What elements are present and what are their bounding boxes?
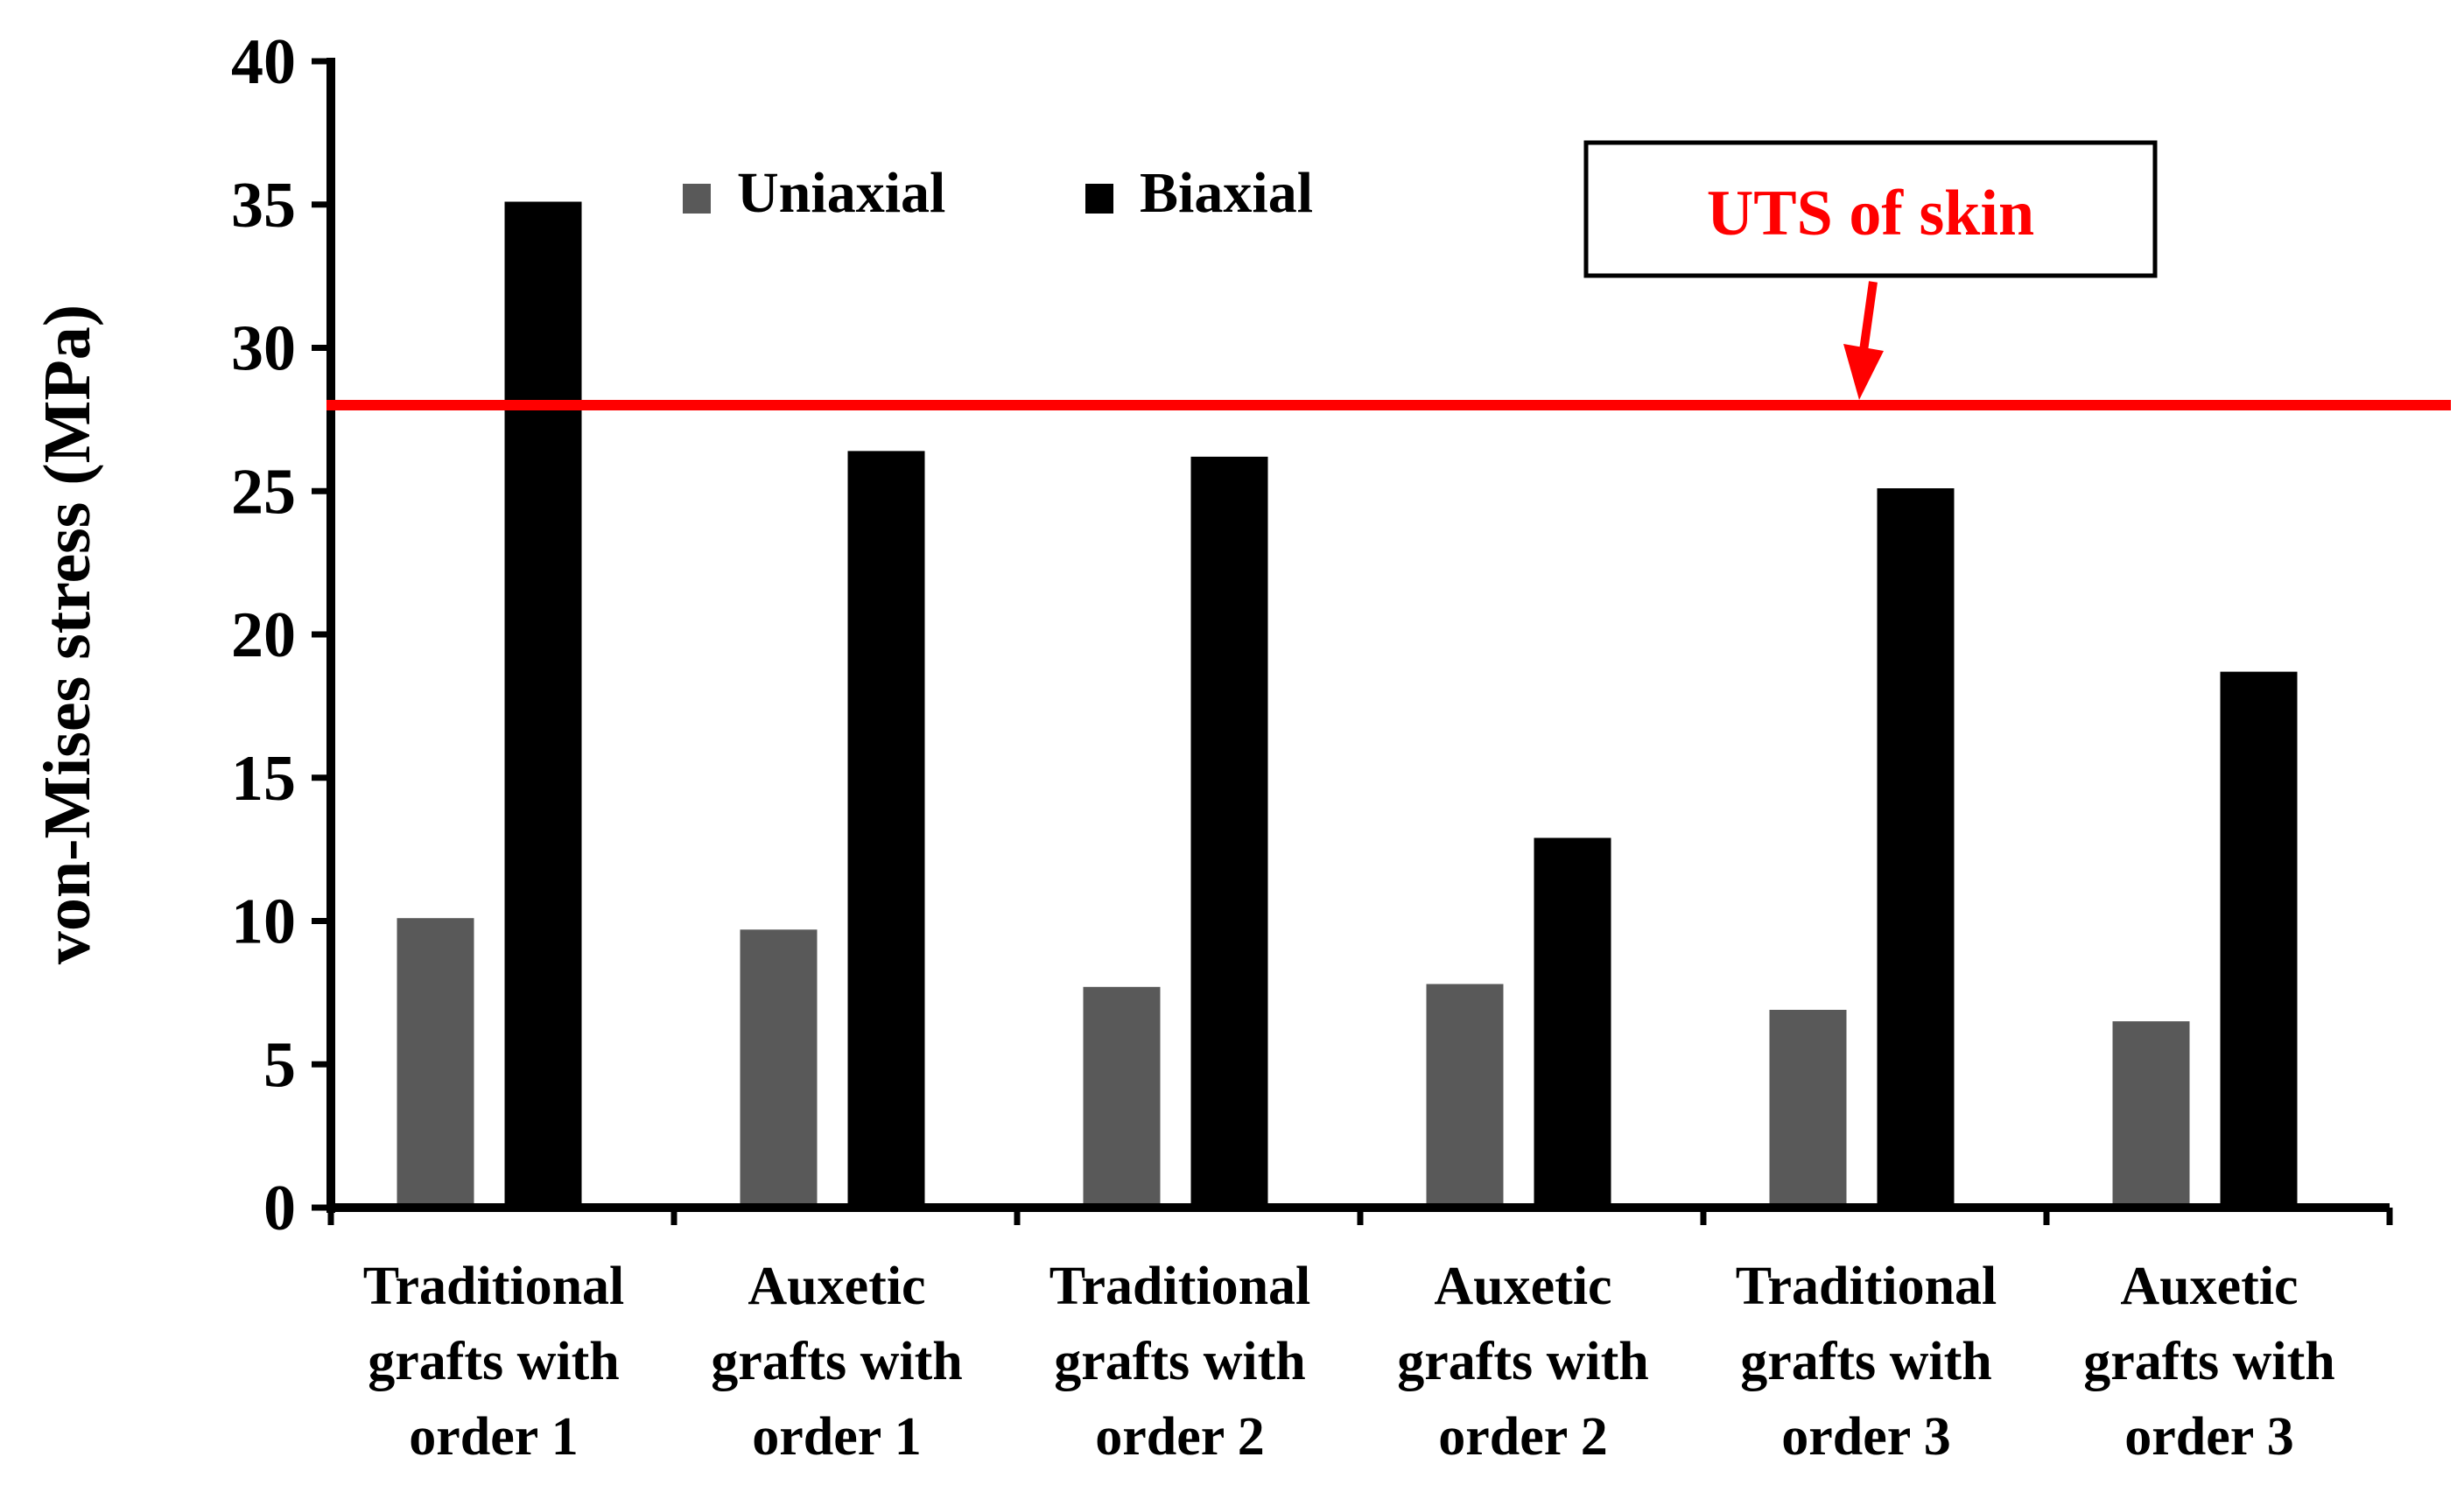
x-category-label-line: Traditional — [363, 1257, 625, 1316]
y-tick-label: 35 — [231, 170, 296, 242]
y-tick-label: 30 — [231, 313, 296, 385]
legend-label-uniaxial: Uniaxial — [737, 161, 945, 225]
x-category-label-line: order 1 — [409, 1407, 578, 1467]
uts-label-text: UTS of skin — [1707, 178, 2034, 249]
reference-line-group: UTS of skin — [326, 140, 2451, 410]
y-tick-label: 0 — [263, 1173, 296, 1244]
x-category-label: Auxetic grafts with order 1 — [711, 1257, 963, 1467]
x-category-label: Traditional grafts with order 1 — [363, 1257, 625, 1467]
x-category-label-line: grafts with — [1054, 1332, 1306, 1391]
legend-group: Uniaxial Biaxial — [683, 161, 1313, 225]
y-tick-label: 5 — [263, 1029, 296, 1101]
bar-biaxial-1 — [504, 201, 582, 1208]
x-category-label-line: Traditional — [1049, 1257, 1311, 1316]
uts-arrow-shaft — [1858, 281, 1878, 358]
x-category-label-line: order 2 — [1095, 1407, 1264, 1467]
x-category-label-line: order 3 — [2124, 1407, 2293, 1467]
x-category-label-line: grafts with — [2083, 1332, 2335, 1391]
bar-biaxial-6 — [2220, 671, 2298, 1208]
x-category-label: Auxetic grafts with order 3 — [2083, 1257, 2335, 1467]
x-category-label: Traditional grafts with order 3 — [1736, 1257, 1997, 1467]
x-category-label: Auxetic grafts with order 2 — [1397, 1257, 1649, 1467]
bar-biaxial-4 — [1534, 837, 1611, 1208]
x-category-label-line: Auxetic — [1434, 1257, 1611, 1316]
y-tick-label: 40 — [231, 26, 296, 98]
bar-uniaxial-2 — [740, 929, 818, 1208]
bar-uniaxial-6 — [2112, 1021, 2190, 1208]
axes-group: 0 5 10 15 20 25 30 35 40 — [231, 26, 2393, 1244]
x-category-label-line: grafts with — [368, 1332, 620, 1391]
x-category-label-line: order 3 — [1781, 1407, 1950, 1467]
labels-group: Traditional grafts with order 1 Auxetic graf… — [31, 305, 2335, 1467]
bar-biaxial-5 — [1877, 488, 1955, 1208]
bar-biaxial-2 — [847, 451, 925, 1208]
bar-uniaxial-5 — [1769, 1010, 1847, 1208]
bar-uniaxial-4 — [1426, 984, 1504, 1208]
legend-swatch-biaxial — [1085, 184, 1113, 214]
bar-biaxial-3 — [1190, 456, 1268, 1208]
bars-group — [397, 201, 2298, 1208]
x-category-label-line: Auxetic — [748, 1257, 925, 1316]
x-category-label-line: Traditional — [1736, 1257, 1997, 1316]
x-category-label-line: grafts with — [711, 1332, 963, 1391]
x-category-label-line: grafts with — [1397, 1332, 1649, 1391]
x-category-label-line: Auxetic — [2120, 1257, 2298, 1316]
bar-uniaxial-3 — [1083, 986, 1161, 1208]
x-category-label-line: grafts with — [1740, 1332, 1992, 1391]
legend-swatch-uniaxial — [683, 184, 711, 214]
x-category-label: Traditional grafts with order 2 — [1049, 1257, 1311, 1467]
y-tick-label: 20 — [231, 599, 296, 671]
x-category-label-line: order 1 — [752, 1407, 921, 1467]
legend-label-biaxial: Biaxial — [1140, 161, 1313, 225]
y-axis-title: von-Mises stress (MPa) — [31, 305, 104, 964]
uts-label-box — [1583, 140, 2158, 278]
bar-uniaxial-1 — [397, 918, 474, 1208]
y-tick-label: 25 — [231, 456, 296, 528]
y-tick-label: 15 — [231, 743, 296, 815]
y-tick-label: 10 — [231, 886, 296, 958]
x-category-label-line: order 2 — [1438, 1407, 1607, 1467]
uts-arrow-head — [1843, 344, 1884, 400]
